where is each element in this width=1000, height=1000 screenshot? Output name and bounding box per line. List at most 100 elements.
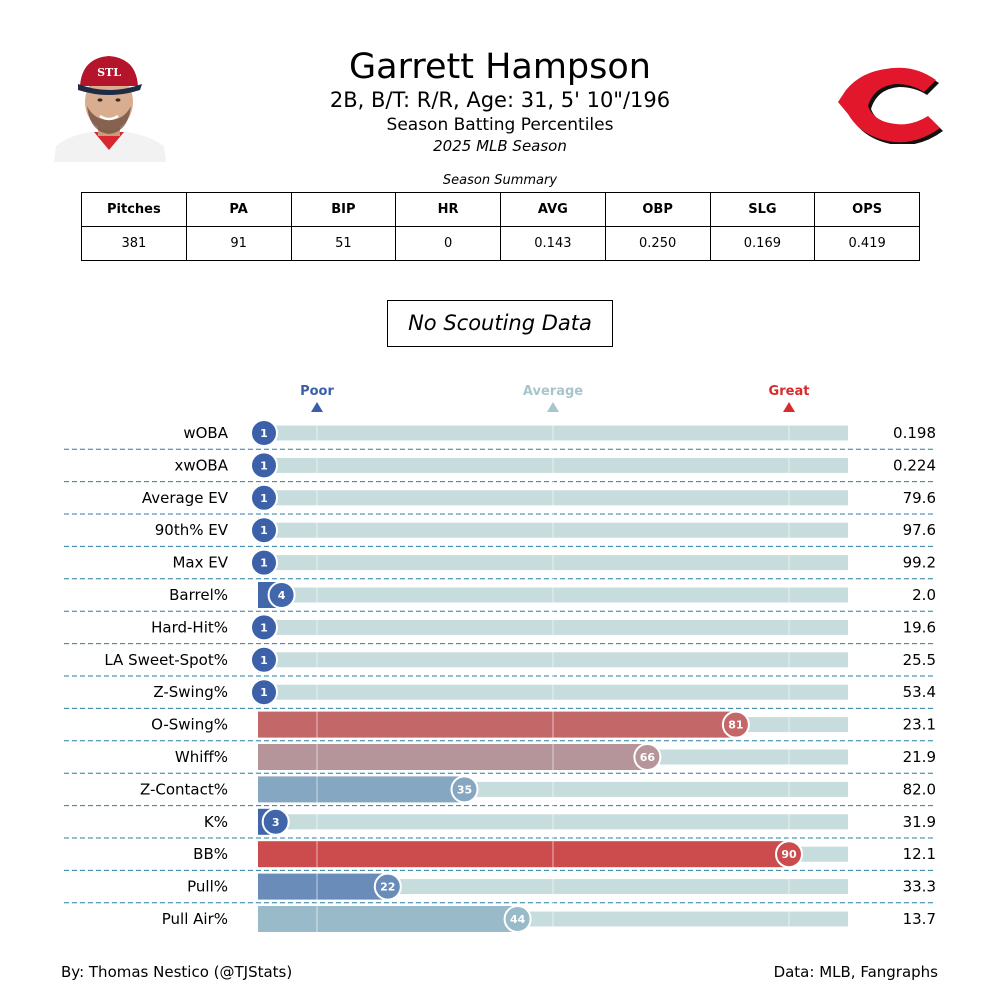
- team-logo: [838, 67, 943, 144]
- metric-value: 0.198: [893, 424, 936, 442]
- percentile-bar: [258, 873, 388, 900]
- summary-value-cell: 0.250: [604, 226, 711, 261]
- percentile-label: 1: [260, 654, 268, 667]
- metric-label: LA Sweet-Spot%: [104, 651, 228, 669]
- season-summary-table: Pitches PA BIP HR AVG OBP SLG OPS 381 91…: [81, 192, 920, 261]
- summary-header-cell: SLG: [709, 192, 816, 227]
- summary-value-row: 381 91 51 0 0.143 0.250 0.169 0.419: [81, 226, 920, 261]
- percentile-circle: [373, 872, 402, 901]
- percentile-label: 1: [260, 492, 268, 505]
- percentile-label: 90: [781, 848, 797, 861]
- percentile-label: 1: [260, 459, 268, 472]
- scale-markers: Poor Average Great: [300, 384, 809, 412]
- metric-label: Hard-Hit%: [151, 618, 228, 636]
- percentile-circle: [267, 581, 296, 609]
- percentile-bar: [258, 906, 518, 932]
- marker-label-poor: Poor: [300, 384, 334, 399]
- credit-text: By: Thomas Nestico (@TJStats): [61, 963, 293, 981]
- percentile-label: 1: [260, 686, 268, 699]
- metric-label: Average EV: [142, 489, 229, 507]
- summary-value-cell: 0.143: [500, 226, 606, 261]
- player-headshot: STL: [54, 56, 166, 162]
- scouting-box: No Scouting Data: [387, 300, 613, 347]
- percentile-circle: [503, 905, 532, 933]
- metric-label: xwOBA: [174, 456, 228, 474]
- summary-title: Season Summary: [442, 173, 558, 188]
- metric-label: BB%: [193, 845, 228, 863]
- metric-label: Max EV: [172, 554, 228, 572]
- metric-value: 19.6: [903, 618, 936, 636]
- metric-value: 97.6: [903, 521, 936, 539]
- metric-value: 21.9: [903, 748, 936, 766]
- metric-label: wOBA: [183, 424, 228, 442]
- marker-triangle-average: [547, 402, 559, 412]
- summary-header-cell: HR: [395, 192, 501, 227]
- metric-value: 23.1: [903, 716, 936, 734]
- percentile-circle: [450, 775, 479, 804]
- metric-value: 2.0: [912, 586, 936, 604]
- summary-header-cell: PA: [185, 192, 292, 227]
- percentile-circle: [250, 516, 278, 545]
- summary-value-cell: 381: [81, 226, 187, 261]
- metric-value: 99.2: [903, 554, 936, 572]
- percentile-chart: Poor Average Great wOBA 0.198 xwOBA 0.224 Aver…: [64, 384, 936, 933]
- summary-value-cell: 0: [395, 226, 501, 261]
- percentile-circle: [250, 419, 278, 447]
- metric-label: 90th% EV: [155, 521, 229, 539]
- percentile-label: 1: [260, 427, 268, 440]
- percentile-label: 4: [278, 589, 286, 602]
- metric-row: [258, 841, 848, 868]
- percentile-label: 44: [510, 913, 526, 926]
- percentile-circle: [250, 678, 278, 707]
- percentile-label: 35: [457, 783, 472, 796]
- metric-value: 0.224: [893, 456, 936, 474]
- season-label: 2025 MLB Season: [433, 137, 567, 155]
- percentile-bar: [258, 841, 789, 868]
- percentile-label: 22: [380, 881, 395, 894]
- metric-label: Pull Air%: [162, 910, 228, 928]
- metric-label: Whiff%: [175, 748, 228, 766]
- percentile-bar: [258, 776, 465, 803]
- percentile-circle: [250, 613, 278, 642]
- marker-triangle-poor: [311, 402, 323, 412]
- chart-subtitle: Season Batting Percentiles: [386, 115, 614, 135]
- percentile-label: 1: [260, 524, 268, 537]
- summary-value-cell: 0.419: [814, 226, 920, 261]
- cap-logo: STL: [97, 66, 121, 79]
- metric-value: 13.7: [903, 910, 936, 928]
- percentile-circle: [250, 451, 278, 480]
- metric-label: Z-Swing%: [153, 683, 228, 701]
- percentile-label: 81: [728, 719, 743, 732]
- percentile-label: 1: [260, 621, 268, 634]
- summary-header-cell: OBP: [604, 192, 711, 227]
- source-text: Data: MLB, Fangraphs: [773, 963, 938, 981]
- summary-value-cell: 51: [290, 226, 397, 261]
- marker-label-average: Average: [523, 384, 583, 399]
- metric-value: 82.0: [903, 780, 936, 798]
- percentile-label: 3: [272, 816, 280, 829]
- percentile-label: 66: [640, 751, 656, 764]
- percentile-circle: [250, 645, 278, 674]
- percentile-bar: [258, 711, 736, 738]
- percentile-circle: [261, 807, 290, 836]
- metric-label: Z-Contact%: [140, 780, 228, 798]
- chart-rows: wOBA 0.198 xwOBA 0.224 Average EV 79.6 90th% E…: [64, 419, 936, 933]
- summary-header-row: Pitches PA BIP HR AVG OBP SLG OPS: [81, 192, 920, 227]
- metric-label: Pull%: [187, 878, 228, 896]
- summary-value-cell: 91: [185, 226, 292, 261]
- percentile-circle: [250, 483, 278, 512]
- metric-value: 53.4: [903, 683, 936, 701]
- percentile-circle: [721, 710, 750, 739]
- percentile-circle: [250, 548, 278, 577]
- percentile-circle: [775, 840, 803, 869]
- summary-header-cell: Pitches: [81, 192, 187, 227]
- percentile-label: 1: [260, 557, 268, 570]
- svg-text:STL: STL: [97, 66, 121, 79]
- player-bio: 2B, B/T: R/R, Age: 31, 5' 10"/196: [329, 88, 671, 112]
- metric-value: 25.5: [903, 651, 936, 669]
- metric-value: 12.1: [903, 845, 936, 863]
- metric-value: 79.6: [903, 489, 936, 507]
- metric-label: Barrel%: [169, 586, 228, 604]
- summary-value-cell: 0.169: [709, 226, 816, 261]
- summary-header-cell: AVG: [500, 192, 606, 227]
